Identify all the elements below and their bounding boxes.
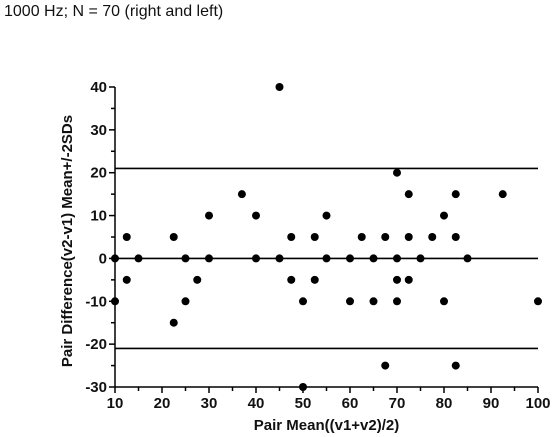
data-point (287, 233, 296, 241)
data-point (393, 297, 401, 306)
data-point (205, 254, 213, 263)
data-point (205, 211, 213, 220)
data-point (369, 297, 378, 306)
data-point (404, 190, 413, 199)
y-axis-label: Pair Difference(v2-v1) Mean+/-2SDs (59, 115, 76, 367)
data-point (193, 275, 202, 284)
data-point (393, 275, 401, 284)
data-point (181, 254, 190, 263)
data-point (393, 254, 401, 263)
data-point (299, 383, 307, 391)
x-tick-label: 60 (342, 395, 359, 412)
data-point (322, 254, 331, 263)
data-point (357, 233, 366, 241)
x-tick-label: 70 (389, 395, 406, 412)
data-point (404, 275, 413, 284)
data-point (310, 233, 319, 241)
data-point (111, 254, 119, 263)
data-point (275, 254, 284, 263)
data-point (534, 297, 542, 306)
data-point (252, 211, 260, 220)
y-tick-label: -20 (85, 336, 107, 353)
x-tick-label: 90 (483, 395, 500, 412)
x-tick-label: 10 (107, 395, 124, 412)
x-axis-label: Pair Mean((v1+v2)/2) (254, 417, 399, 434)
x-tick-label: 20 (154, 395, 171, 412)
y-tick-label: 20 (90, 165, 107, 182)
data-point (322, 211, 331, 220)
data-point (428, 233, 437, 241)
x-tick-label: 30 (201, 395, 218, 412)
data-point (404, 233, 413, 241)
data-point (122, 233, 131, 241)
data-point (169, 318, 178, 327)
y-tick-label: -10 (85, 293, 107, 310)
data-point (381, 233, 390, 241)
y-tick-label: 10 (90, 208, 107, 225)
data-point (463, 254, 472, 263)
chart-title: 1000 Hz; N = 70 (right and left) (4, 3, 224, 20)
data-point (252, 254, 260, 263)
y-tick-label: 40 (90, 79, 107, 96)
data-point (122, 275, 131, 284)
data-point (111, 297, 119, 306)
data-point (134, 254, 143, 263)
y-tick-label: 30 (90, 122, 107, 139)
data-point (369, 254, 378, 263)
data-point (416, 254, 425, 263)
data-point (393, 168, 401, 177)
data-point (346, 297, 354, 306)
data-point (287, 275, 296, 284)
data-point (346, 254, 354, 263)
data-point (440, 297, 448, 306)
data-point (440, 211, 448, 220)
data-point (169, 233, 178, 241)
data-point (451, 190, 460, 199)
data-points (111, 83, 542, 391)
data-point (181, 297, 190, 306)
x-tick-label: 50 (295, 395, 312, 412)
x-tick-label: 80 (436, 395, 453, 412)
data-point (299, 297, 307, 306)
x-tick-label: 40 (248, 395, 265, 412)
data-point (498, 190, 507, 199)
x-tick-label: 100 (525, 395, 550, 412)
data-point (275, 83, 284, 91)
axis-labels: Pair Mean((v1+v2)/2) Pair Difference(v2-v… (59, 115, 399, 434)
y-tick-label: 0 (99, 250, 107, 267)
y-tick-label: -30 (85, 379, 107, 396)
data-point (237, 190, 246, 199)
data-point (451, 233, 460, 241)
data-point (451, 361, 460, 370)
data-point (310, 275, 319, 284)
data-point (381, 361, 390, 370)
